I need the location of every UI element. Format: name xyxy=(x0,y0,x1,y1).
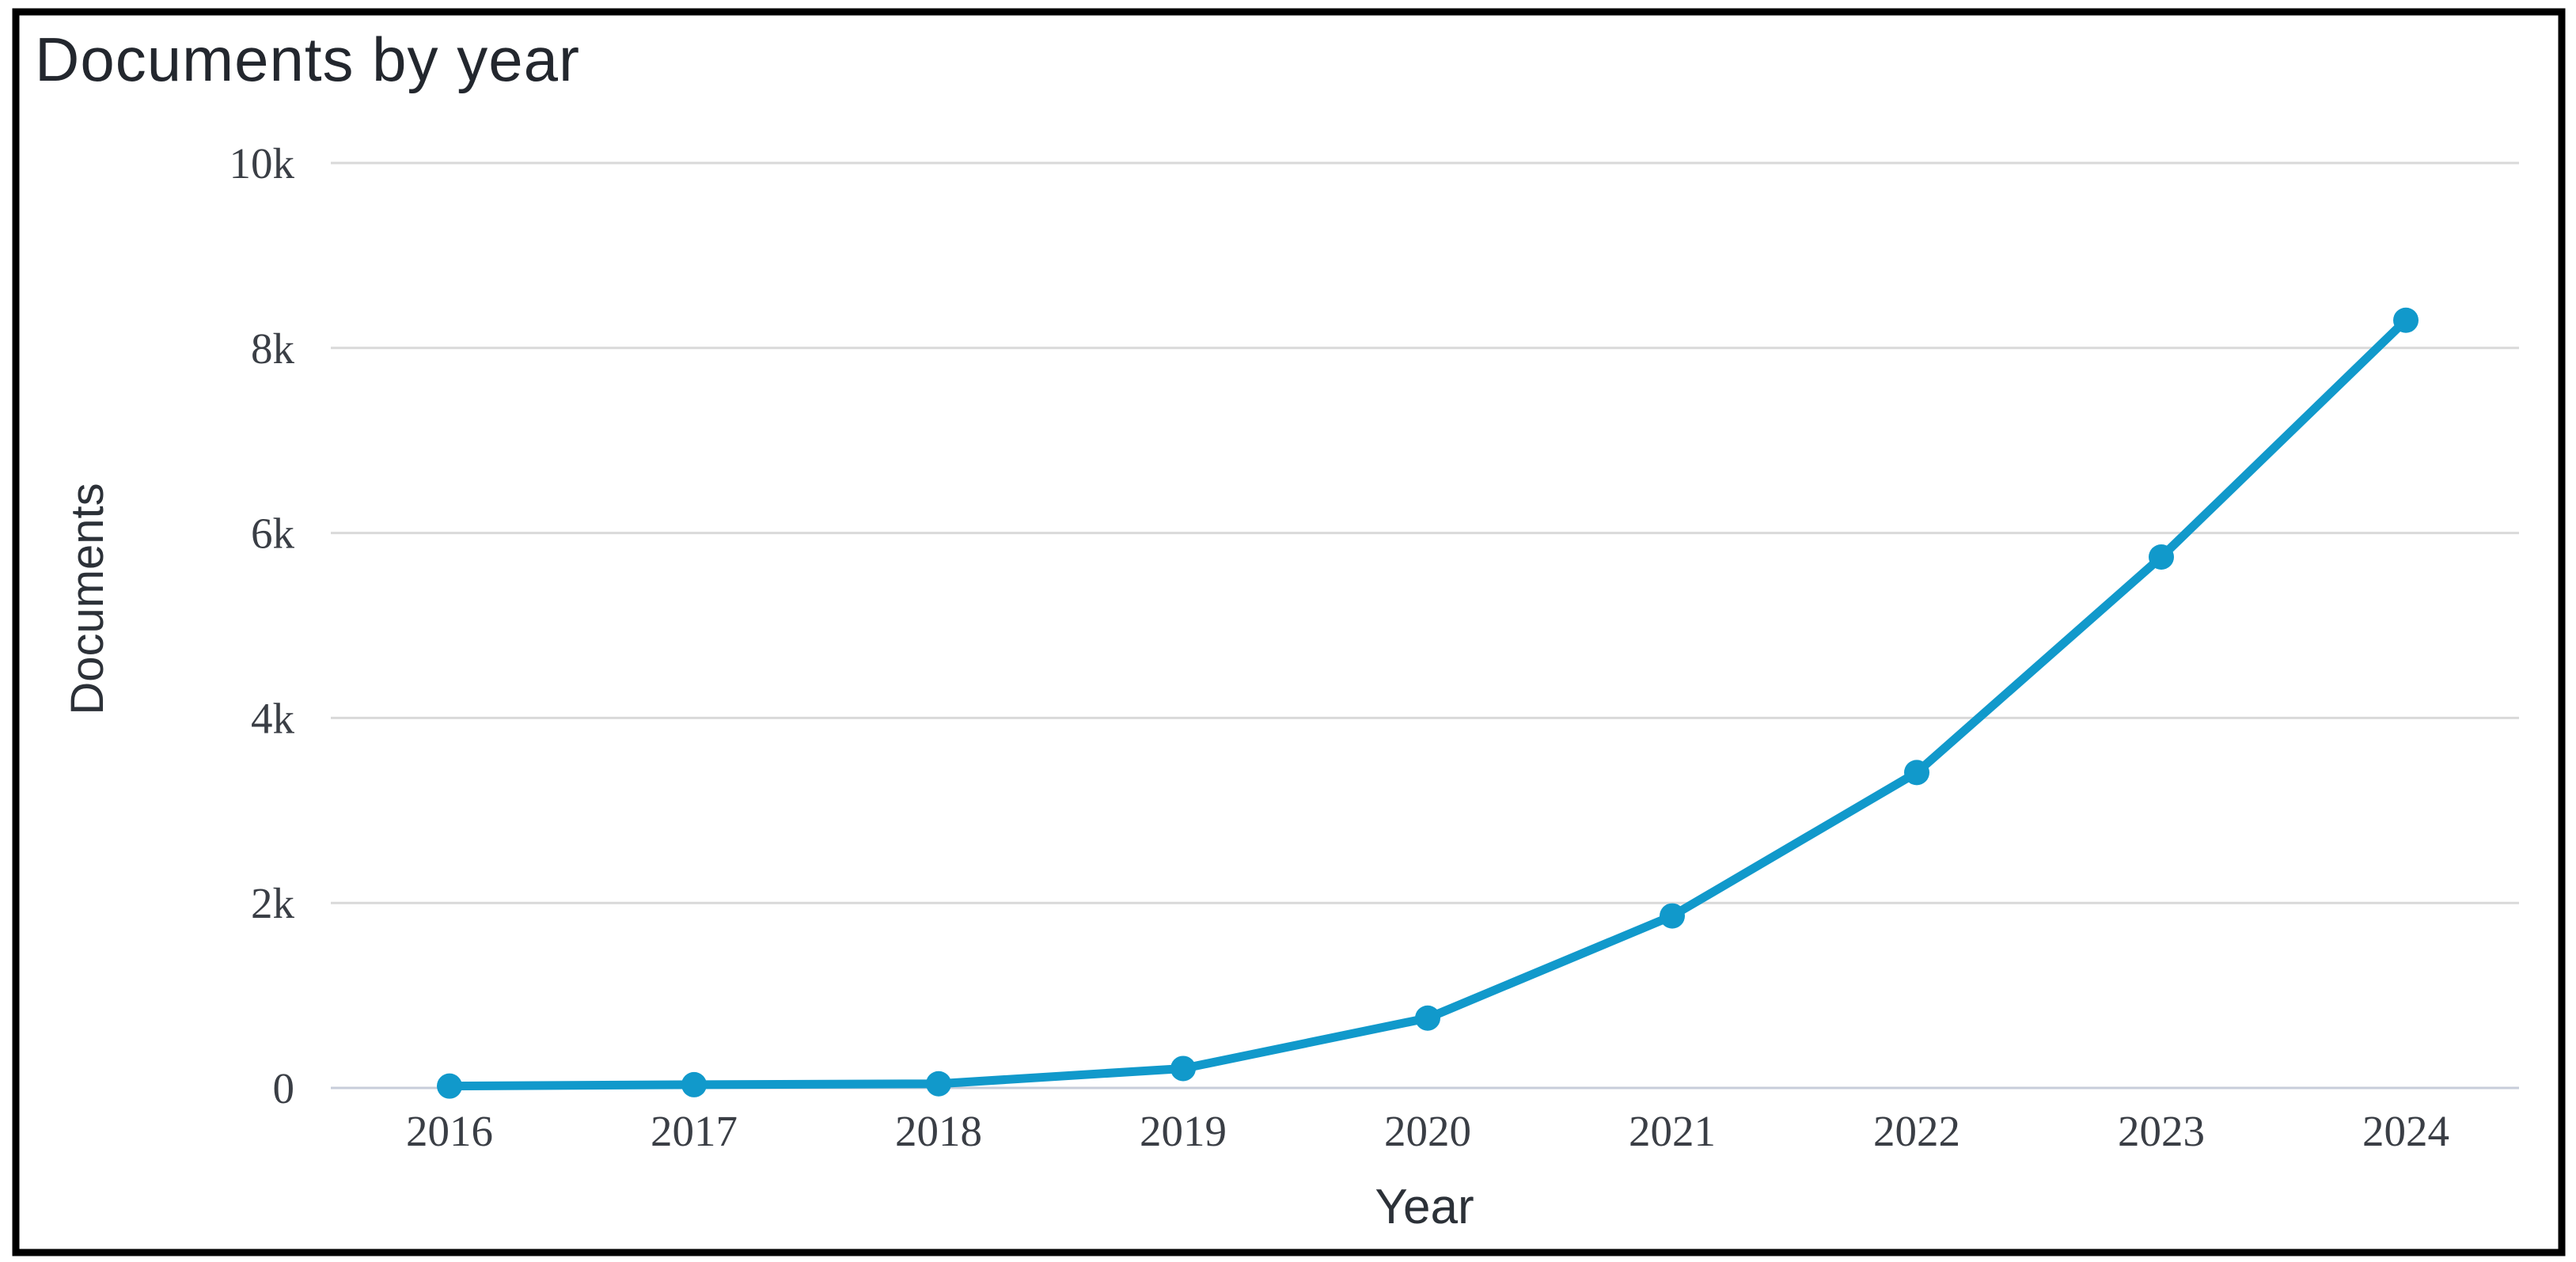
x-tick-label-2023: 2023 xyxy=(2118,1107,2205,1155)
chart-frame xyxy=(12,8,2566,1256)
x-tick-label-2020: 2020 xyxy=(1384,1107,1471,1155)
x-tick-label-2019: 2019 xyxy=(1140,1107,1227,1155)
x-tick-label-2018: 2018 xyxy=(895,1107,982,1155)
x-tick-label-2024: 2024 xyxy=(2362,1107,2449,1155)
gridlines xyxy=(331,161,2519,1090)
data-point-2021[interactable] xyxy=(1660,903,1685,929)
x-axis-tick-labels: 2016 2017 2018 2019 2020 2021 2022 2023 2024 xyxy=(406,1107,2449,1155)
data-point-2018[interactable] xyxy=(926,1071,951,1097)
y-tick-label-6k: 6k xyxy=(251,510,295,558)
data-point-2024[interactable] xyxy=(2393,307,2419,333)
x-tick-label-2021: 2021 xyxy=(1629,1107,1716,1155)
data-point-2017[interactable] xyxy=(681,1071,707,1097)
x-tick-label-2016: 2016 xyxy=(406,1107,493,1155)
data-point-2023[interactable] xyxy=(2149,544,2174,570)
data-point-2022[interactable] xyxy=(1904,760,1929,786)
x-tick-label-2022: 2022 xyxy=(1873,1107,1960,1155)
x-tick-label-2017: 2017 xyxy=(651,1107,738,1155)
y-axis-title: Documents xyxy=(62,483,113,714)
x-axis-title: Year xyxy=(1375,1180,1474,1234)
data-point-2016[interactable] xyxy=(437,1073,462,1099)
chart-title: Documents by year xyxy=(35,25,580,94)
data-point-2020[interactable] xyxy=(1415,1005,1440,1031)
y-tick-label-8k: 8k xyxy=(251,324,295,373)
y-tick-label-10k: 10k xyxy=(230,139,295,188)
y-tick-label-4k: 4k xyxy=(251,694,295,742)
series-line-documents xyxy=(445,316,2411,1091)
y-tick-label-2k: 2k xyxy=(251,879,295,927)
y-axis-tick-labels: 0 2k 4k 6k 8k 10k xyxy=(230,139,295,1112)
data-series xyxy=(437,307,2419,1099)
data-point-2019[interactable] xyxy=(1170,1055,1196,1082)
y-tick-label-0: 0 xyxy=(273,1064,295,1112)
